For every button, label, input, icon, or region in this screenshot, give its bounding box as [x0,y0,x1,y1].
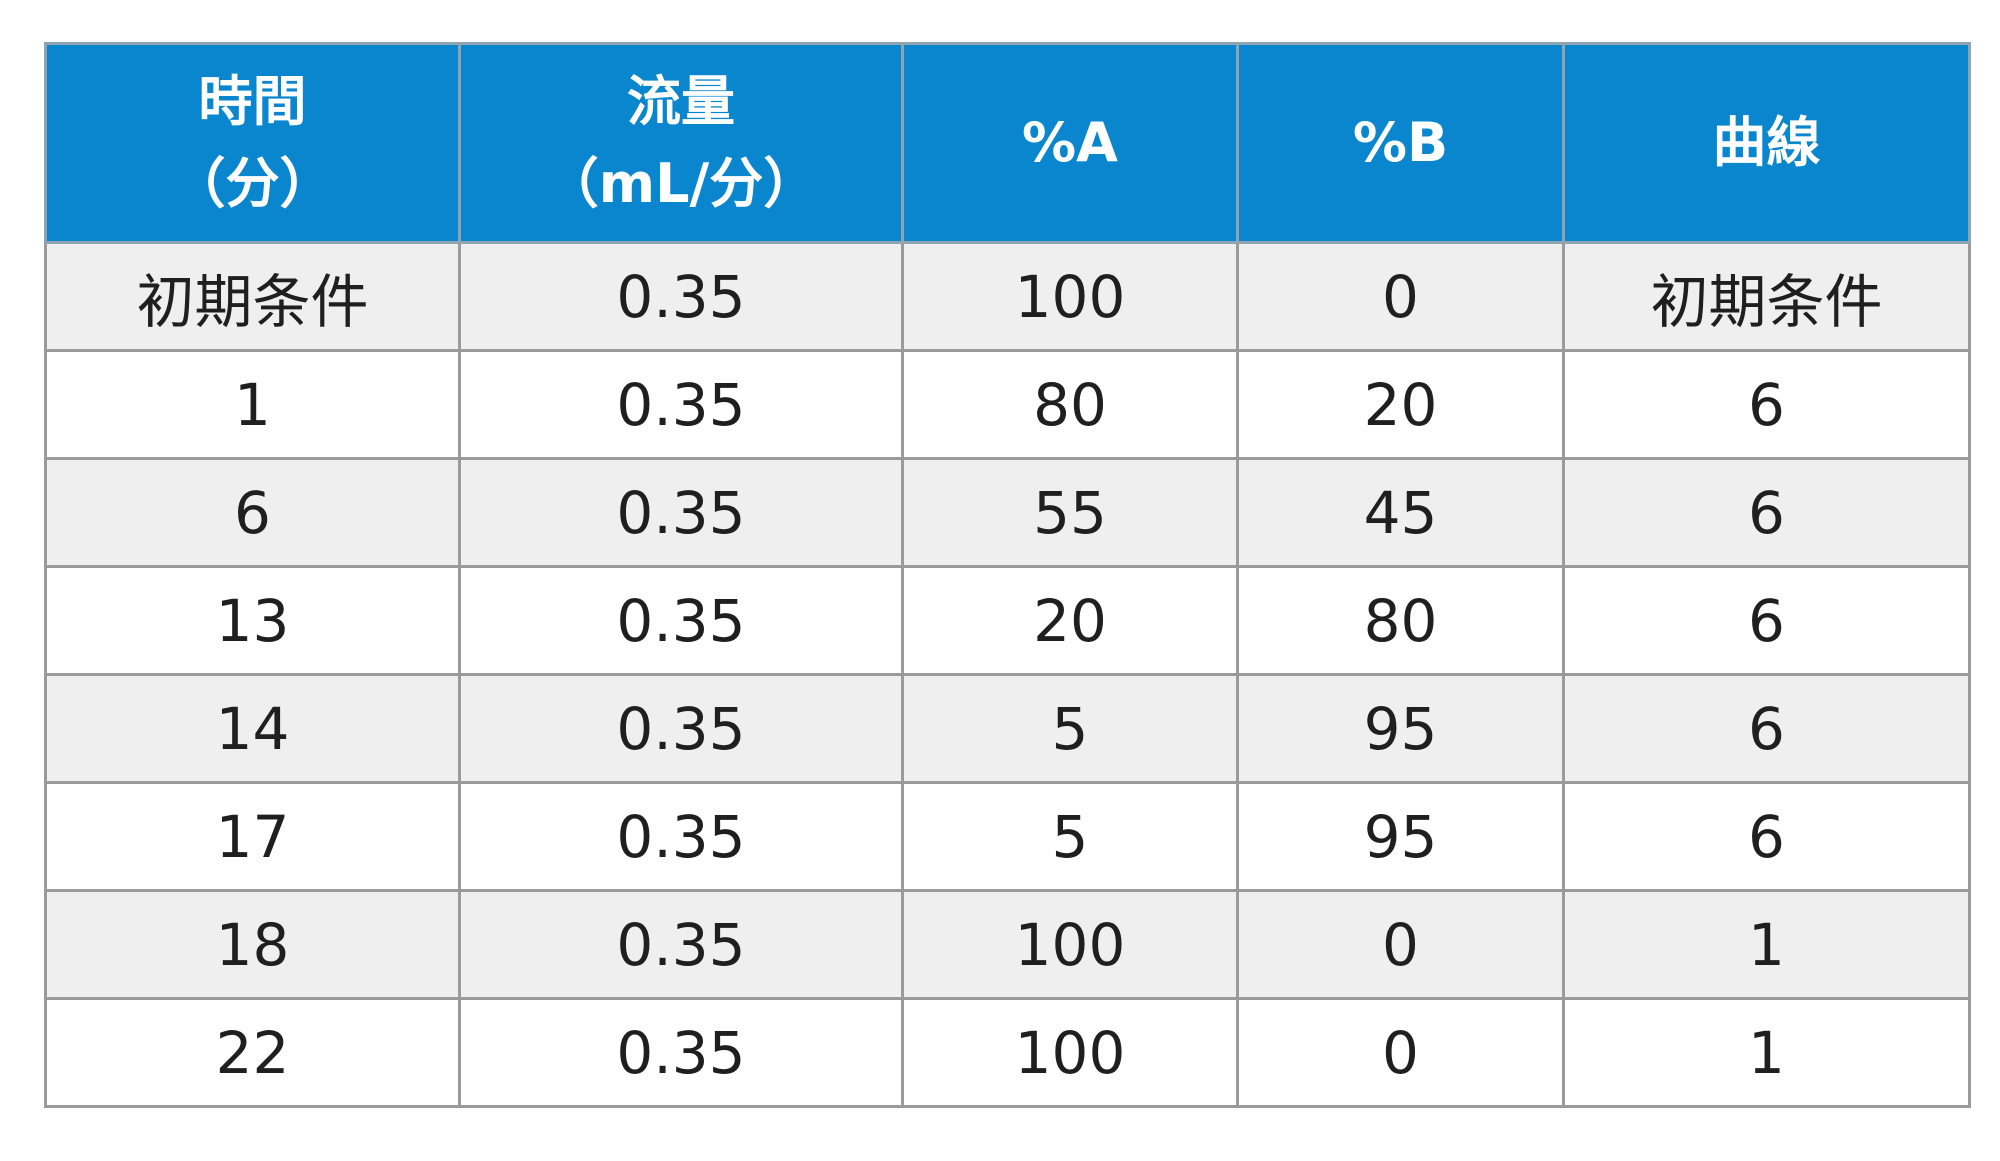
cell-percent-a: 80 [901,349,1239,460]
cell-percent-a: 5 [901,781,1239,892]
cell-percent-a: 100 [901,241,1239,352]
header-flow-rate: 流量 （mL/分） [458,42,904,244]
cell-flow-rate: 0.35 [458,997,904,1108]
header-unit: （分） [171,152,334,215]
cell-curve: 1 [1562,997,1971,1108]
table-row: 18 0.35 100 0 1 [44,889,1971,1000]
cell-percent-b: 95 [1236,673,1565,784]
cell-flow-rate: 0.35 [458,889,904,1000]
cell-percent-b: 0 [1236,997,1565,1108]
cell-time: 初期条件 [44,241,461,352]
table-row: 6 0.35 55 45 6 [44,457,1971,568]
cell-percent-b: 45 [1236,457,1565,568]
header-unit: （mL/分） [544,152,818,215]
header-curve: 曲線 [1562,42,1971,244]
cell-time: 18 [44,889,461,1000]
cell-flow-rate: 0.35 [458,673,904,784]
table-row: 初期条件 0.35 100 0 初期条件 [44,241,1971,352]
table-row: 13 0.35 20 80 6 [44,565,1971,676]
header-percent-a: %A [901,42,1239,244]
cell-percent-b: 0 [1236,241,1565,352]
cell-percent-a: 20 [901,565,1239,676]
gradient-table: 時間 （分） 流量 （mL/分） %A %B 曲線 初期条件 0.35 100 0 初期条件 1 0.3… [44,42,1971,1108]
table-body: 初期条件 0.35 100 0 初期条件 1 0.35 80 20 6 6 0.35 55 45 6 13 0.… [44,241,1971,1108]
cell-curve: 6 [1562,781,1971,892]
cell-time: 13 [44,565,461,676]
cell-percent-b: 95 [1236,781,1565,892]
table-header: 時間 （分） 流量 （mL/分） %A %B 曲線 [44,42,1971,244]
table-row: 1 0.35 80 20 6 [44,349,1971,460]
cell-flow-rate: 0.35 [458,781,904,892]
header-time: 時間 （分） [44,42,461,244]
cell-flow-rate: 0.35 [458,349,904,460]
cell-curve: 6 [1562,565,1971,676]
cell-flow-rate: 0.35 [458,565,904,676]
cell-percent-a: 100 [901,889,1239,1000]
table-row: 22 0.35 100 0 1 [44,997,1971,1108]
cell-percent-b: 0 [1236,889,1565,1000]
cell-time: 1 [44,349,461,460]
cell-curve: 1 [1562,889,1971,1000]
cell-time: 14 [44,673,461,784]
cell-time: 22 [44,997,461,1108]
cell-curve: 6 [1562,457,1971,568]
cell-percent-a: 5 [901,673,1239,784]
cell-curve: 初期条件 [1562,241,1971,352]
cell-time: 6 [44,457,461,568]
cell-percent-a: 100 [901,997,1239,1108]
cell-flow-rate: 0.35 [458,457,904,568]
cell-percent-b: 80 [1236,565,1565,676]
header-label: 曲線 [1712,111,1821,174]
cell-time: 17 [44,781,461,892]
cell-curve: 6 [1562,349,1971,460]
cell-percent-a: 55 [901,457,1239,568]
cell-curve: 6 [1562,673,1971,784]
cell-percent-b: 20 [1236,349,1565,460]
header-row: 時間 （分） 流量 （mL/分） %A %B 曲線 [44,42,1971,244]
header-label: %B [1352,111,1449,174]
table-row: 17 0.35 5 95 6 [44,781,1971,892]
table-row: 14 0.35 5 95 6 [44,673,1971,784]
cell-flow-rate: 0.35 [458,241,904,352]
header-label: 時間 [198,70,307,133]
header-label: 流量 [627,70,735,133]
header-label: %A [1022,111,1118,174]
header-percent-b: %B [1236,42,1565,244]
